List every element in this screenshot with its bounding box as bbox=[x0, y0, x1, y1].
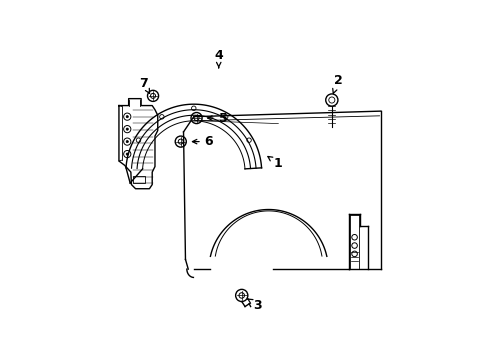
Text: 5: 5 bbox=[207, 112, 227, 125]
Text: 7: 7 bbox=[139, 77, 149, 93]
Text: 1: 1 bbox=[267, 157, 282, 170]
Text: 4: 4 bbox=[214, 49, 223, 68]
Circle shape bbox=[126, 116, 128, 118]
Text: 6: 6 bbox=[192, 135, 213, 148]
Circle shape bbox=[126, 128, 128, 130]
Text: 3: 3 bbox=[247, 299, 261, 312]
Bar bbox=[133, 176, 145, 183]
Circle shape bbox=[126, 153, 128, 155]
Text: 2: 2 bbox=[332, 74, 342, 93]
Circle shape bbox=[126, 140, 128, 143]
